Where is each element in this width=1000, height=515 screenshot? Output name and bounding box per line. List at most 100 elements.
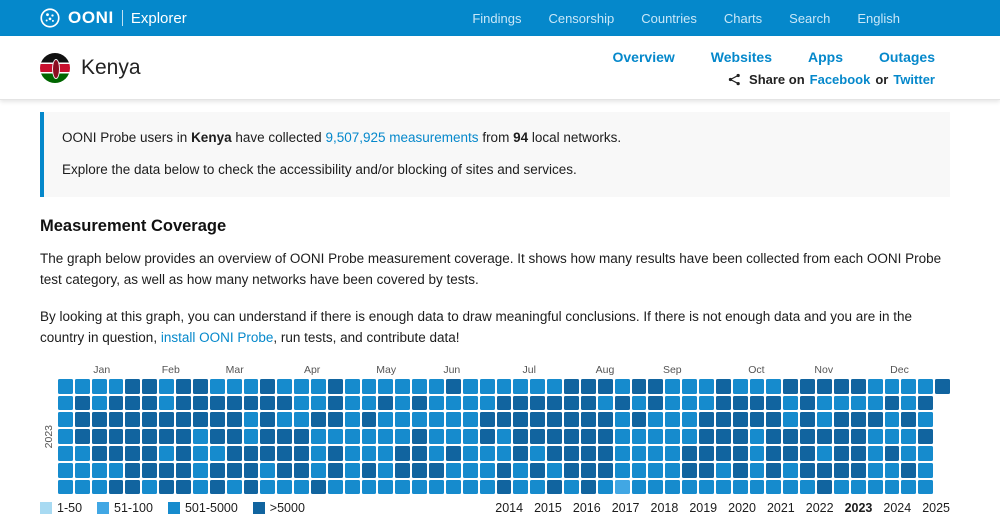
- heatmap-cell[interactable]: [597, 378, 613, 394]
- heatmap-cell[interactable]: [918, 395, 934, 411]
- heatmap-cell[interactable]: [108, 462, 124, 478]
- share-facebook-link[interactable]: Facebook: [809, 71, 871, 87]
- heatmap-cell[interactable]: [715, 429, 731, 445]
- heatmap-cell[interactable]: [209, 446, 225, 461]
- heatmap-cell[interactable]: [176, 395, 191, 411]
- heatmap-cell[interactable]: [142, 378, 158, 394]
- heatmap-cell[interactable]: [884, 446, 900, 461]
- heatmap-cell[interactable]: [412, 479, 428, 495]
- heatmap-cell[interactable]: [580, 412, 596, 428]
- heatmap-cell[interactable]: [749, 429, 765, 445]
- heatmap-cell[interactable]: [378, 412, 394, 428]
- heatmap-cell[interactable]: [530, 446, 546, 461]
- year-option-2014[interactable]: 2014: [495, 501, 524, 515]
- heatmap-cell[interactable]: [260, 412, 276, 428]
- heatmap-cell[interactable]: [597, 479, 613, 495]
- heatmap-cell[interactable]: [176, 429, 191, 445]
- heatmap-cell[interactable]: [833, 378, 849, 394]
- heatmap-cell[interactable]: [479, 429, 495, 445]
- heatmap-cell[interactable]: [732, 479, 748, 495]
- navbar-link-countries[interactable]: Countries: [641, 10, 697, 26]
- heatmap-cell[interactable]: [631, 446, 647, 461]
- heatmap-cell[interactable]: [766, 446, 782, 461]
- heatmap-cell[interactable]: [412, 412, 428, 428]
- heatmap-cell[interactable]: [209, 479, 225, 495]
- heatmap-cell[interactable]: [867, 395, 883, 411]
- heatmap-cell[interactable]: [159, 395, 175, 411]
- heatmap-cell[interactable]: [749, 479, 765, 495]
- heatmap-cell[interactable]: [91, 378, 107, 394]
- heatmap-cell[interactable]: [378, 378, 394, 394]
- year-option-2025[interactable]: 2025: [922, 501, 950, 515]
- heatmap-cell[interactable]: [766, 429, 782, 445]
- heatmap-cell[interactable]: [243, 479, 259, 495]
- heatmap-cell[interactable]: [631, 462, 647, 478]
- heatmap-cell[interactable]: [867, 462, 883, 478]
- heatmap-cell[interactable]: [631, 412, 647, 428]
- heatmap-cell[interactable]: [91, 429, 107, 445]
- heatmap-cell[interactable]: [817, 395, 832, 411]
- heatmap-cell[interactable]: [294, 378, 310, 394]
- heatmap-cell[interactable]: [125, 378, 141, 394]
- heatmap-cell[interactable]: [530, 412, 546, 428]
- heatmap-cell[interactable]: [327, 378, 343, 394]
- heatmap-cell[interactable]: [901, 479, 917, 495]
- heatmap-cell[interactable]: [783, 378, 799, 394]
- heatmap-cell[interactable]: [665, 446, 681, 461]
- heatmap-cell[interactable]: [665, 412, 681, 428]
- heatmap-cell[interactable]: [294, 479, 310, 495]
- heatmap-cell[interactable]: [445, 446, 461, 461]
- heatmap-cell[interactable]: [749, 378, 765, 394]
- heatmap-cell[interactable]: [260, 378, 276, 394]
- heatmap-cell[interactable]: [412, 429, 428, 445]
- heatmap-cell[interactable]: [665, 479, 681, 495]
- heatmap-cell[interactable]: [732, 429, 748, 445]
- heatmap-cell[interactable]: [209, 412, 225, 428]
- year-option-2021[interactable]: 2021: [766, 501, 795, 515]
- heatmap-cell[interactable]: [91, 412, 107, 428]
- heatmap-cell[interactable]: [58, 479, 73, 495]
- heatmap-cell[interactable]: [850, 395, 866, 411]
- heatmap-cell[interactable]: [766, 378, 782, 394]
- heatmap-cell[interactable]: [378, 446, 394, 461]
- heatmap-cell[interactable]: [91, 479, 107, 495]
- heatmap-cell[interactable]: [918, 462, 934, 478]
- navbar-link-charts[interactable]: Charts: [723, 10, 763, 26]
- heatmap-cell[interactable]: [833, 395, 849, 411]
- heatmap-cell[interactable]: [361, 446, 377, 461]
- heatmap-cell[interactable]: [311, 479, 326, 495]
- heatmap-cell[interactable]: [800, 446, 816, 461]
- heatmap-cell[interactable]: [445, 479, 461, 495]
- heatmap-cell[interactable]: [226, 479, 242, 495]
- heatmap-cell[interactable]: [277, 446, 293, 461]
- heatmap-cell[interactable]: [395, 412, 411, 428]
- heatmap-cell[interactable]: [361, 479, 377, 495]
- heatmap-cell[interactable]: [901, 429, 917, 445]
- heatmap-cell[interactable]: [564, 429, 579, 445]
- heatmap-cell[interactable]: [817, 446, 832, 461]
- tab-overview[interactable]: Overview: [612, 48, 675, 65]
- heatmap-cell[interactable]: [108, 479, 124, 495]
- heatmap-cell[interactable]: [597, 412, 613, 428]
- heatmap-cell[interactable]: [209, 462, 225, 478]
- heatmap-cell[interactable]: [564, 446, 579, 461]
- heatmap-cell[interactable]: [648, 412, 664, 428]
- heatmap-cell[interactable]: [91, 446, 107, 461]
- heatmap-cell[interactable]: [429, 462, 444, 478]
- heatmap-cell[interactable]: [901, 395, 917, 411]
- heatmap-cell[interactable]: [277, 429, 293, 445]
- heatmap-cell[interactable]: [429, 429, 444, 445]
- heatmap-cell[interactable]: [74, 429, 90, 445]
- heatmap-cell[interactable]: [530, 429, 546, 445]
- heatmap-cell[interactable]: [327, 395, 343, 411]
- heatmap-cell[interactable]: [74, 479, 90, 495]
- heatmap-cell[interactable]: [311, 378, 326, 394]
- heatmap-cell[interactable]: [884, 479, 900, 495]
- heatmap-cell[interactable]: [665, 429, 681, 445]
- heatmap-cell[interactable]: [682, 462, 697, 478]
- heatmap-cell[interactable]: [682, 479, 697, 495]
- heatmap-cell[interactable]: [547, 395, 563, 411]
- heatmap-cell[interactable]: [260, 429, 276, 445]
- heatmap-cell[interactable]: [800, 395, 816, 411]
- heatmap-cell[interactable]: [479, 378, 495, 394]
